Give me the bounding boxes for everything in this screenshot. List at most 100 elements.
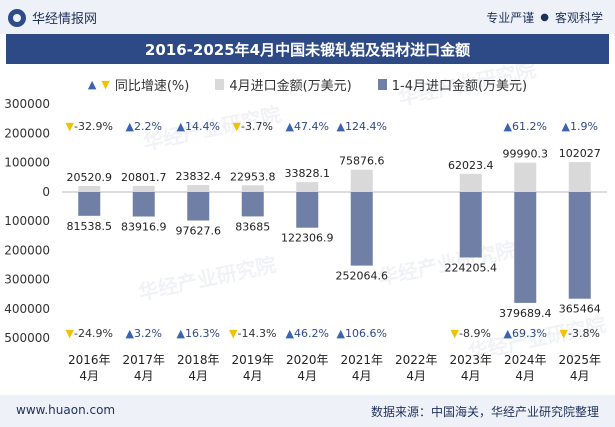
- y-tick-label: 500000: [4, 331, 50, 345]
- x-tick-label: 4月: [406, 369, 426, 383]
- legend-cumulative-label: 1-4月进口金额(万美元): [391, 78, 528, 94]
- data-label-cumulative: 252064.6: [336, 270, 389, 283]
- growth-label-cumulative: ▲46.2%: [286, 327, 329, 340]
- header-tags: 专业严谨 ● 客观科学: [486, 9, 603, 26]
- bar-april: [78, 185, 101, 192]
- growth-label-april: ▲2.2%: [126, 120, 162, 133]
- growth-label-april: ▲124.4%: [337, 120, 387, 133]
- legend-cumulative: 1-4月进口金额(万美元): [377, 75, 528, 94]
- x-tick-label: 2020年: [286, 353, 329, 367]
- data-label-april: 75876.6: [339, 155, 385, 168]
- legend-growth: ▲ ▼ 同比增速(%): [88, 75, 189, 94]
- growth-label-april: ▲47.4%: [286, 120, 329, 133]
- bar-cumulative: [296, 192, 319, 228]
- data-label-cumulative: 81538.5: [67, 220, 113, 233]
- bar-cumulative: [568, 192, 591, 299]
- growth-label-cumulative: ▼-24.9%: [66, 327, 113, 340]
- bar-april: [187, 185, 210, 192]
- y-tick-label: 200000: [4, 243, 50, 257]
- data-label-cumulative: 122306.9: [281, 232, 334, 245]
- data-label-cumulative: 83916.9: [121, 221, 167, 234]
- growth-label-april: ▲14.4%: [177, 120, 220, 133]
- data-label-april: 33828.1: [285, 167, 331, 180]
- y-tick-label: 200000: [4, 126, 50, 140]
- x-tick-label: 4月: [352, 369, 372, 383]
- footer-source: 数据来源：中国海关，华经产业研究院整理: [370, 405, 599, 419]
- growth-label-cumulative: ▲106.6%: [337, 327, 387, 340]
- bar-cumulative: [78, 192, 101, 216]
- data-label-april: 20520.9: [67, 171, 113, 184]
- y-tick-label: 100000: [4, 214, 50, 228]
- bar-april: [241, 185, 264, 192]
- growth-label-cumulative: ▲3.2%: [126, 327, 162, 340]
- data-label-cumulative: 379689.4: [499, 307, 552, 320]
- data-label-april: 23832.4: [176, 170, 222, 183]
- x-tick-label: 2022年: [395, 353, 438, 367]
- data-label-april: 102027: [559, 147, 601, 160]
- x-tick-label: 4月: [570, 369, 590, 383]
- x-tick-label: 4月: [243, 369, 263, 383]
- x-tick-label: 2024年: [504, 353, 547, 367]
- legend-april-label: 4月进口金额(万美元): [229, 78, 352, 94]
- growth-label-april: ▲61.2%: [504, 120, 547, 133]
- growth-label-april: ▼-3.7%: [233, 120, 273, 133]
- data-label-april: 20801.7: [121, 171, 167, 184]
- growth-label-april: ▲1.9%: [562, 120, 598, 133]
- growth-label-cumulative: ▼-3.8%: [560, 327, 600, 340]
- bar-cumulative: [459, 192, 482, 258]
- bar-cumulative: [241, 192, 264, 217]
- x-tick-label: 2018年: [177, 353, 220, 367]
- data-label-cumulative: 97627.6: [176, 225, 222, 238]
- triangle-up-icon: ▲: [87, 77, 97, 91]
- x-tick-label: 4月: [79, 369, 99, 383]
- legend: ▲ ▼ 同比增速(%) 4月进口金额(万美元) 1-4月进口金额(万美元): [0, 74, 615, 94]
- bar-april: [459, 173, 482, 192]
- growth-label-cumulative: ▼-8.9%: [451, 327, 491, 340]
- brand-logo-icon: [8, 8, 26, 27]
- y-tick-label: 100000: [4, 156, 50, 170]
- x-tick-label: 4月: [461, 369, 481, 383]
- x-tick-label: 4月: [297, 369, 317, 383]
- legend-april-swatch: [215, 78, 225, 90]
- watermark-text: 华经产业研究院: [396, 57, 538, 110]
- footer: www.huaon.com 数据来源：中国海关，华经产业研究院整理: [0, 395, 615, 427]
- bar-cumulative: [187, 192, 210, 221]
- growth-label-cumulative: ▲69.3%: [504, 327, 547, 340]
- brand-name: 华经情报网: [32, 12, 98, 27]
- tag-professional: 专业严谨: [486, 11, 535, 25]
- growth-label-cumulative: ▲16.3%: [177, 327, 220, 340]
- bar-cumulative: [132, 192, 155, 217]
- data-label-cumulative: 224205.4: [445, 261, 498, 274]
- triangle-down-icon: ▼: [101, 77, 110, 91]
- bar-april: [296, 182, 319, 192]
- y-tick-label: 400000: [4, 302, 50, 316]
- x-tick-label: 2025年: [558, 353, 601, 367]
- legend-april: 4月进口金额(万美元): [215, 75, 352, 94]
- x-tick-label: 2016年: [68, 353, 111, 367]
- x-tick-label: 4月: [188, 369, 208, 383]
- tag-objective: 客观科学: [554, 11, 603, 25]
- bullet-icon: ●: [540, 12, 549, 23]
- x-tick-label: 2021年: [340, 353, 383, 367]
- bar-cumulative: [350, 192, 373, 266]
- legend-growth-label: 同比增速(%): [114, 78, 190, 94]
- data-label-april: 22953.8: [230, 170, 276, 183]
- growth-label-april: ▼-32.9%: [66, 120, 113, 133]
- brand: 华经情报网: [8, 8, 97, 27]
- data-label-april: 62023.4: [448, 159, 494, 172]
- x-tick-label: 2019年: [231, 353, 274, 367]
- x-tick-label: 4月: [134, 369, 154, 383]
- data-label-cumulative: 365464: [559, 303, 601, 316]
- x-tick-label: 2023年: [449, 353, 492, 367]
- bar-april: [514, 162, 537, 192]
- watermark-text: 华经产业研究院: [136, 252, 278, 305]
- data-label-april: 99990.3: [503, 148, 549, 161]
- bar-april: [350, 169, 373, 192]
- footer-url[interactable]: www.huaon.com: [16, 403, 116, 417]
- bar-cumulative: [514, 192, 537, 303]
- y-tick-label: 300000: [4, 273, 50, 287]
- legend-cumulative-swatch: [377, 78, 387, 90]
- growth-label-cumulative: ▼-14.3%: [229, 327, 276, 340]
- y-tick-label: 0: [42, 185, 50, 199]
- bar-april: [568, 162, 591, 192]
